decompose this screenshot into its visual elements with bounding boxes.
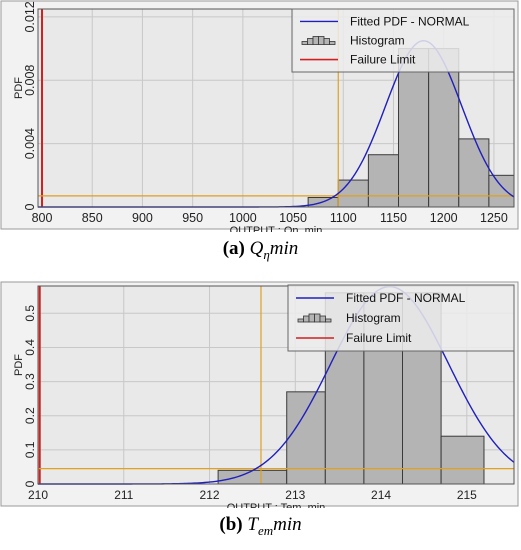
x-tick-label: 800 (32, 211, 53, 225)
caption-b-var: T (247, 514, 258, 535)
x-axis-label: OUTPUT : Qη_min (230, 225, 323, 232)
y-tick-label: 0 (23, 480, 37, 487)
legend-histogram-swatch-bar (301, 41, 308, 45)
x-tick-label: 1250 (480, 211, 508, 225)
y-tick-label: 0.3 (23, 373, 37, 390)
x-tick-label: 1050 (279, 211, 307, 225)
legend-histogram-swatch-bar (307, 38, 314, 45)
histogram-bar-1 (286, 391, 326, 485)
legend-label-0: Fitted PDF - NORMAL (346, 291, 466, 305)
legend-label-2: Failure Limit (346, 331, 412, 345)
y-tick-label: 0.4 (23, 339, 37, 356)
y-tick-label: 0 (23, 203, 37, 210)
x-tick-label: 900 (132, 211, 153, 225)
caption-a-var: Q (249, 238, 264, 259)
legend-histogram-swatch-bar (314, 313, 321, 323)
legend-histogram-swatch-bar (319, 315, 326, 323)
x-tick-label: 214 (371, 488, 391, 502)
legend-histogram-swatch-bar (325, 318, 332, 323)
chart-panel-a: 800 850 900 950 1000 1050 1100 1150 1200 1250 0 0.0… (0, 0, 521, 272)
x-tick-label: 1150 (380, 211, 407, 225)
legend-label-1: Histogram (350, 34, 405, 48)
caption-b-rest: min (273, 514, 302, 535)
histogram-bar-5 (458, 138, 490, 208)
x-tick-label: 210 (28, 488, 48, 502)
chart-panel-b: 210 211 212 213 214 215 0 0.1 0.2 0.3 0.4 0.5 OUTPUT… (0, 272, 521, 550)
legend-label-2: Failure Limit (350, 53, 416, 67)
x-tick-label: 1100 (330, 211, 357, 225)
y-tick-label: 0.004 (23, 128, 37, 159)
legend-histogram-swatch-bar (297, 318, 304, 323)
plot-border (37, 8, 515, 208)
x-tick-label: 950 (182, 211, 203, 225)
y-tick-label: 0.1 (23, 441, 37, 458)
x-tick-label: 1200 (430, 211, 458, 225)
x-tick-label: 211 (114, 488, 133, 502)
caption-b: (b) Temmin (0, 514, 521, 539)
caption-a-label: (a) (222, 238, 245, 259)
caption-b-sub: em (257, 522, 274, 538)
x-axis-label: OUTPUT : Tem_min (227, 502, 326, 508)
histogram-bar-3 (398, 48, 430, 208)
x-tick-label: 213 (285, 488, 305, 502)
histogram-bar-5 (440, 435, 485, 485)
caption-b-label: (b) (219, 514, 243, 535)
y-tick-label: 0.008 (23, 65, 37, 96)
legend-histogram-swatch-bar (312, 36, 319, 45)
histogram-bar-4 (428, 48, 460, 208)
caption-a-rest: min (269, 238, 299, 259)
legend-label-0: Fitted PDF - NORMAL (350, 14, 470, 28)
legend-histogram-swatch-bar (318, 36, 325, 45)
histogram-bar-1 (337, 179, 369, 208)
y-axis-label: PDF (13, 77, 25, 99)
histogram-bar-6 (488, 174, 515, 208)
chart-a-svg: 800 850 900 950 1000 1050 1100 1150 1200 1250 0 0.0… (0, 0, 519, 232)
y-tick-label: 0.2 (23, 407, 37, 424)
chart-b-svg: 210 211 212 213 214 215 0 0.1 0.2 0.3 0.4 0.5 OUTPUT… (0, 281, 519, 508)
x-tick-label: 1000 (229, 211, 257, 225)
legend-histogram-swatch-bar (329, 41, 336, 45)
x-tick-label: 212 (200, 488, 220, 502)
y-tick-label: 0.012 (23, 1, 37, 32)
histogram-bar-2 (367, 154, 400, 208)
y-axis-label: PDF (13, 354, 25, 376)
plot-border (37, 285, 515, 485)
caption-a: (a) Qηmin (0, 238, 521, 263)
legend-label-1: Histogram (346, 311, 401, 325)
x-tick-label: 850 (82, 211, 103, 225)
legend-histogram-swatch-bar (323, 38, 330, 45)
caption-a-sub: η (263, 246, 270, 262)
legend-histogram-swatch-bar (308, 313, 315, 323)
histogram-bar-0 (217, 469, 288, 485)
legend-histogram-swatch-bar (303, 315, 310, 323)
x-tick-label: 215 (457, 488, 477, 502)
y-tick-label: 0.5 (23, 305, 37, 322)
